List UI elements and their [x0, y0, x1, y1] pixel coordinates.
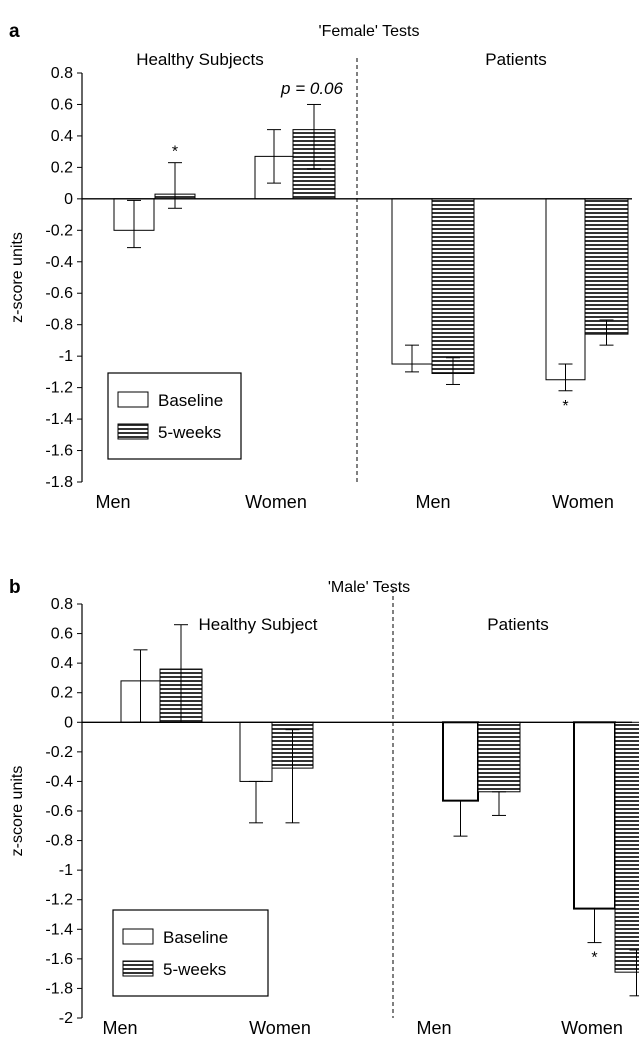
- y-tick-label: 0.2: [51, 159, 73, 176]
- y-tick-label: -1.4: [45, 411, 73, 428]
- group-label: Patients: [487, 615, 548, 634]
- group-label: Healthy Subject: [198, 615, 317, 634]
- bar-baseline: [573, 721, 616, 910]
- y-tick-label: -0.6: [45, 285, 73, 302]
- significance-star: *: [562, 398, 568, 415]
- panel-letter: b: [9, 577, 21, 598]
- legend-label: Baseline: [163, 928, 228, 947]
- x-category-label: Men: [95, 492, 130, 512]
- bar-baseline: [545, 198, 586, 381]
- y-tick-label: -1.8: [45, 980, 73, 997]
- x-category-label: Women: [245, 492, 307, 512]
- y-axis-label: z-score units: [9, 766, 26, 857]
- y-tick-label: -2: [59, 1010, 73, 1027]
- y-tick-label: -0.4: [45, 254, 73, 271]
- chart-panel-b: b 'Male' Tests Healthy Subject Patients 0.8 0…: [9, 577, 639, 1038]
- x-category-label: Women: [561, 1018, 623, 1038]
- y-tick-label: -1: [59, 348, 73, 365]
- group-label: Healthy Subjects: [136, 50, 264, 69]
- y-tick-label: -0.6: [45, 803, 73, 820]
- legend-label: 5-weeks: [158, 423, 221, 442]
- x-category-label: Women: [552, 492, 614, 512]
- chart-title: 'Female' Tests: [319, 23, 420, 40]
- chart-panel-a: a 'Female' Tests Healthy Subjects Patients 0…: [9, 21, 632, 512]
- x-category-label: Men: [102, 1018, 137, 1038]
- y-tick-label: 0.2: [51, 685, 73, 702]
- x-category-label: Women: [249, 1018, 311, 1038]
- bar-baseline: [239, 721, 273, 782]
- legend: Baseline 5-weeks: [107, 372, 242, 460]
- bar-5-weeks: [584, 198, 629, 335]
- bar-baseline: [391, 198, 433, 365]
- y-tick-label: -1.6: [45, 951, 73, 968]
- p-value-annotation: p = 0.06: [280, 79, 343, 98]
- bar-5-weeks: [614, 721, 639, 973]
- y-tick-label: -0.4: [45, 773, 73, 790]
- y-tick-label: 0.4: [51, 655, 73, 672]
- y-tick-label: -1.2: [45, 380, 73, 397]
- y-tick-label: 0.6: [51, 96, 73, 113]
- y-tick-label: -0.2: [45, 744, 73, 761]
- y-tick-label: -1.2: [45, 892, 73, 909]
- legend-label: Baseline: [158, 391, 223, 410]
- y-tick-label: -0.8: [45, 833, 73, 850]
- bar-5-weeks: [477, 721, 521, 793]
- y-tick-label: 0.8: [51, 65, 73, 82]
- y-tick-label: 0: [64, 714, 73, 731]
- legend-swatch: [122, 928, 154, 945]
- panel-letter: a: [9, 21, 20, 42]
- group-label: Patients: [485, 50, 546, 69]
- legend-swatch: [117, 423, 149, 440]
- y-tick-label: -0.8: [45, 317, 73, 334]
- y-tick-label: 0.8: [51, 596, 73, 613]
- y-tick-label: -1.8: [45, 474, 73, 491]
- legend-swatch: [122, 960, 154, 977]
- legend-box: [107, 372, 242, 460]
- y-tick-label: -1.6: [45, 443, 73, 460]
- bar-5-weeks: [431, 198, 475, 374]
- x-category-label: Men: [416, 1018, 451, 1038]
- legend-label: 5-weeks: [163, 960, 226, 979]
- significance-star: *: [591, 950, 597, 967]
- y-tick-label: 0.6: [51, 626, 73, 643]
- y-tick-label: -1.4: [45, 921, 73, 938]
- y-tick-label: -1: [59, 862, 73, 879]
- y-tick-label: -0.2: [45, 222, 73, 239]
- y-axis-label: z-score units: [9, 232, 26, 323]
- chart-title: 'Male' Tests: [328, 579, 410, 596]
- y-tick-label: 0.4: [51, 128, 73, 145]
- legend: Baseline 5-weeks: [112, 909, 269, 997]
- legend-swatch: [117, 391, 149, 408]
- y-tick-label: 0: [64, 191, 73, 208]
- legend-box: [112, 909, 269, 997]
- bar-baseline: [442, 721, 479, 802]
- significance-star: *: [172, 144, 178, 161]
- x-category-label: Men: [415, 492, 450, 512]
